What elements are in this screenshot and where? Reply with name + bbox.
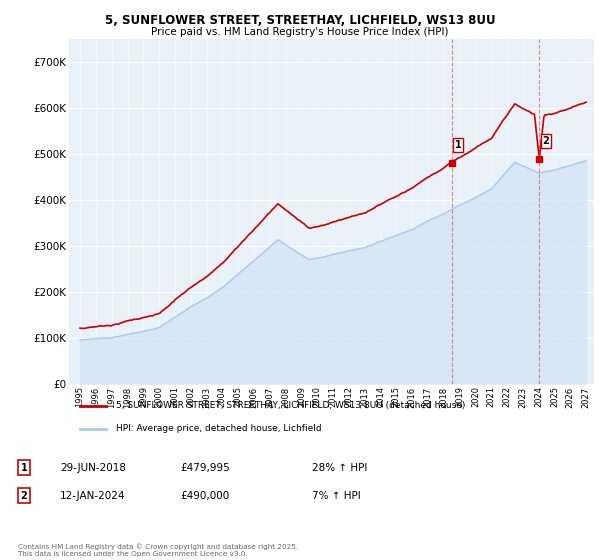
- Text: HPI: Average price, detached house, Lichfield: HPI: Average price, detached house, Lich…: [116, 424, 322, 433]
- Text: 12-JAN-2024: 12-JAN-2024: [60, 491, 125, 501]
- Text: 1: 1: [455, 141, 461, 150]
- Text: 7% ↑ HPI: 7% ↑ HPI: [312, 491, 361, 501]
- Text: 28% ↑ HPI: 28% ↑ HPI: [312, 463, 367, 473]
- Text: 2: 2: [542, 136, 549, 146]
- Text: Contains HM Land Registry data © Crown copyright and database right 2025.
This d: Contains HM Land Registry data © Crown c…: [18, 544, 298, 557]
- Text: Price paid vs. HM Land Registry's House Price Index (HPI): Price paid vs. HM Land Registry's House …: [151, 27, 449, 37]
- Text: 5, SUNFLOWER STREET, STREETHAY, LICHFIELD, WS13 8UU: 5, SUNFLOWER STREET, STREETHAY, LICHFIEL…: [104, 14, 496, 27]
- Text: £490,000: £490,000: [180, 491, 229, 501]
- Text: 29-JUN-2018: 29-JUN-2018: [60, 463, 126, 473]
- Text: 5, SUNFLOWER STREET, STREETHAY, LICHFIELD, WS13 8UU (detached house): 5, SUNFLOWER STREET, STREETHAY, LICHFIEL…: [116, 401, 466, 410]
- Text: 1: 1: [20, 463, 28, 473]
- Text: 2: 2: [20, 491, 28, 501]
- Text: £479,995: £479,995: [180, 463, 230, 473]
